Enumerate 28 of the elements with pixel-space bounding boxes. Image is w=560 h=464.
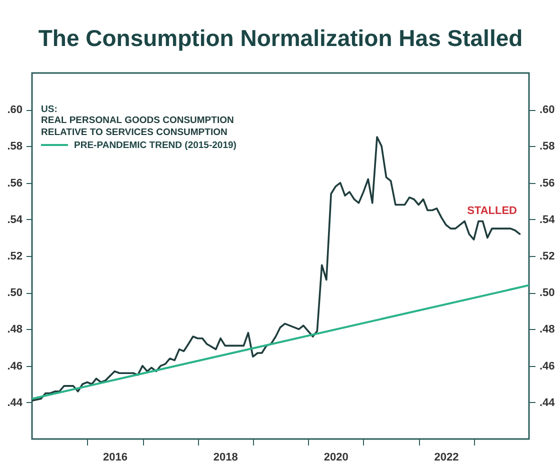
x-tick-label: 2016: [102, 452, 128, 464]
y2-tick-label: .46: [540, 360, 555, 372]
x-tick-label: 2022: [434, 452, 459, 464]
x-tick-label: 2018: [213, 452, 238, 464]
y-tick-label: .50: [7, 287, 22, 300]
y2-tick-label: .56: [540, 177, 555, 190]
legend-title: US:: [41, 104, 58, 115]
y2-tick-label: .54: [540, 214, 556, 226]
y2-tick-label: .44: [540, 396, 556, 409]
y-tick-label: .54: [7, 214, 24, 226]
y-tick-label: .58: [7, 140, 22, 153]
chart-title: The Consumption Normalization Has Stalled: [38, 25, 523, 51]
annotation: STALLED: [467, 205, 518, 217]
y2-tick-label: .48: [540, 324, 555, 336]
y2-tick-label: .50: [540, 287, 555, 300]
text: REAL PERSONAL GOODS CONSUMPTION RELATIVE TO SERVICES CONSUMPTION: [41, 115, 234, 138]
y-tick-label: .52: [7, 250, 22, 262]
y-tick-label: .46: [7, 360, 22, 372]
y-tick-label: .56: [7, 177, 22, 190]
line-series: [32, 136, 521, 402]
y-tick-label: .60: [7, 104, 22, 116]
x-tick-label: 2020: [324, 452, 348, 464]
y-tick-label: .44: [7, 396, 24, 409]
y2-tick-label: .60: [540, 104, 555, 116]
y-tick-label: .48: [7, 324, 22, 336]
y2-tick-label: .52: [540, 250, 555, 262]
legend-label: PRE-PANDEMIC TREND (2015-2019): [74, 140, 236, 151]
y2-tick-label: .58: [540, 140, 555, 153]
